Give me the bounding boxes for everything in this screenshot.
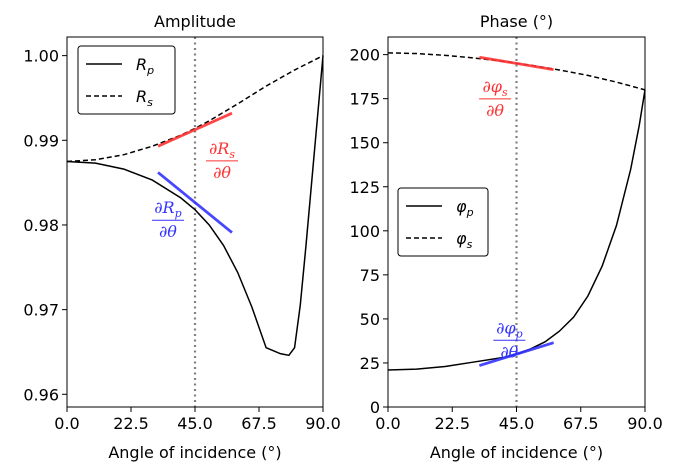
tangent-line (157, 111, 233, 148)
y-tick-label: 0.97 (23, 301, 59, 320)
y-tick-label: 50 (360, 310, 380, 329)
y-tick-label: 200 (349, 46, 380, 65)
x-tick-label: 0.0 (54, 414, 79, 433)
derivative-denominator: ∂θ (159, 222, 177, 241)
x-tick-label: 67.5 (241, 414, 277, 433)
derivative-numerator: ∂Rp (154, 198, 181, 220)
y-tick-label: 1.00 (23, 47, 59, 66)
derivative-numerator: ∂Rs (209, 139, 235, 161)
tangent-line (479, 55, 554, 71)
derivative-label: ∂φp ∂θ (493, 318, 526, 361)
legend-box (397, 187, 489, 257)
amplitude-panel: Amplitude ∂Rp ∂θ ∂Rs ∂θ 0.0 22.5 45.0 67.5 90.0 0.… (23, 12, 340, 462)
y-tick-label: 175 (349, 90, 380, 109)
x-tick-label: 90.0 (305, 414, 341, 433)
derivative-denominator: ∂θ (486, 101, 504, 120)
series-line-s (66, 54, 324, 163)
x-tick-label: 45.0 (177, 414, 213, 433)
panel-title: Phase (°) (480, 12, 553, 31)
x-tick-label: 90.0 (627, 414, 663, 433)
x-tick-label: 67.5 (563, 414, 599, 433)
legend-label: φp (456, 197, 474, 219)
phase-panel: Phase (°) ∂φp ∂θ ∂φs ∂θ 0.0 22.5 45.0 67.5 90.0 0 2… (349, 12, 662, 462)
y-tick-label: 0.99 (23, 131, 59, 150)
derivative-label: ∂φs ∂θ (479, 77, 512, 120)
derivative-label: ∂Rs ∂θ (206, 139, 239, 182)
legend-label: Rp (136, 55, 154, 77)
y-tick-label: 125 (349, 178, 380, 197)
x-tick-label: 22.5 (434, 414, 470, 433)
derivative-numerator: ∂φp (496, 318, 523, 340)
y-tick-label: 0.96 (23, 385, 59, 404)
y-tick-label: 0 (370, 398, 380, 417)
y-tick-label: 150 (349, 134, 380, 153)
derivative-denominator: ∂θ (500, 342, 518, 361)
x-tick-label: 0.0 (375, 414, 400, 433)
panel-title: Amplitude (154, 12, 236, 31)
derivative-denominator: ∂θ (213, 163, 231, 182)
derivative-numerator: ∂φs (483, 77, 508, 99)
y-tick-label: 100 (349, 222, 380, 241)
x-tick-label: 45.0 (499, 414, 535, 433)
tangent-line (157, 171, 233, 234)
legend-label: φs (456, 229, 473, 251)
x-axis-label: Angle of incidence (°) (108, 443, 281, 462)
legend-box (77, 45, 176, 115)
x-axis-label: Angle of incidence (°) (430, 443, 603, 462)
legend-label: Rs (136, 87, 153, 109)
series-line-p (66, 55, 324, 357)
derivative-label: ∂Rp ∂θ (151, 198, 184, 241)
x-tick-label: 22.5 (113, 414, 149, 433)
y-tick-label: 25 (360, 354, 380, 373)
y-tick-label: 0.98 (23, 216, 59, 235)
tangent-line (478, 341, 555, 367)
y-tick-label: 75 (360, 266, 380, 285)
series-line-p (387, 89, 646, 371)
